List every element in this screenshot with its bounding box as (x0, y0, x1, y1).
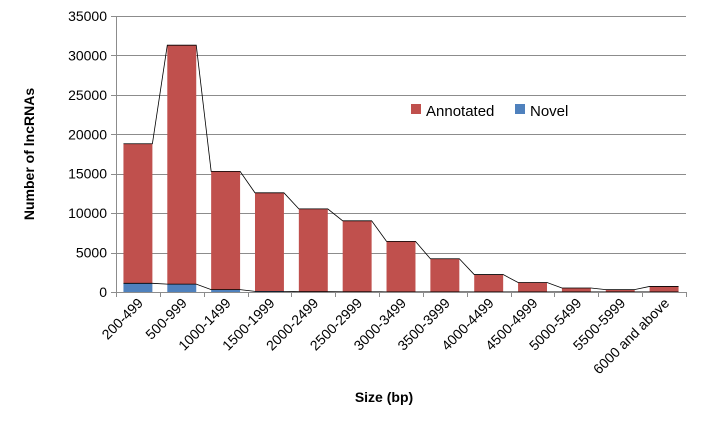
bar-annotated-1500-1999 (255, 193, 284, 292)
y-tick-label-0: 0 (99, 284, 107, 300)
bar-annotated-1000-1499 (211, 171, 240, 289)
bar-annotated-2500-2999 (343, 221, 372, 292)
bar-annotated-5000-5499 (562, 288, 591, 292)
y-tick-label-30000: 30000 (68, 47, 107, 63)
legend: Annotated Novel (411, 103, 568, 120)
legend-label-annotated: Annotated (426, 103, 494, 120)
y-tick-label-25000: 25000 (68, 87, 107, 103)
y-tick-label-20000: 20000 (68, 126, 107, 142)
bar-novel-500-999 (167, 284, 196, 292)
bar-annotated-200-499 (123, 144, 152, 284)
x-axis-title: Size (bp) (355, 389, 413, 405)
legend-swatch-annotated (411, 104, 421, 114)
bar-annotated-3500-3999 (430, 259, 459, 292)
y-tick-label-35000: 35000 (68, 8, 107, 24)
y-tick-label-5000: 5000 (76, 245, 107, 261)
bar-annotated-3000-3499 (387, 241, 416, 291)
bar-annotated-4500-4999 (518, 283, 547, 292)
bar-annotated-6000-and-above (650, 286, 679, 292)
legend-swatch-novel (515, 104, 525, 114)
bar-annotated-4000-4499 (474, 275, 503, 292)
legend-label-novel: Novel (530, 103, 568, 120)
y-axis-title: Number of lncRNAs (21, 88, 37, 220)
y-tick-label-15000: 15000 (68, 166, 107, 182)
bar-novel-200-499 (123, 283, 152, 292)
y-tick-label-10000: 10000 (68, 205, 107, 221)
bar-annotated-500-999 (167, 45, 196, 284)
bar-annotated-2000-2499 (299, 209, 328, 292)
